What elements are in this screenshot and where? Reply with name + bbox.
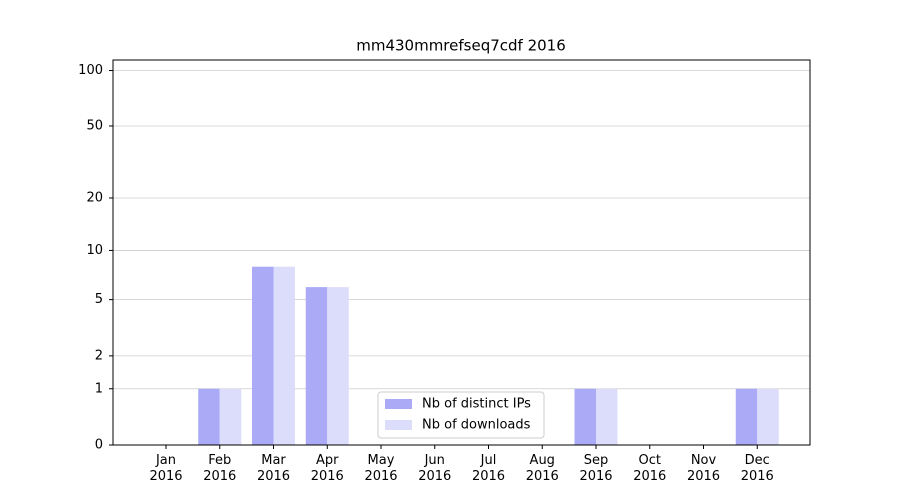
bar: [198, 388, 220, 445]
x-tick-label: Jan 2016: [149, 453, 183, 484]
x-tick-label: Sep 2016: [579, 453, 613, 484]
bar: [757, 388, 779, 445]
y-tick-label: 1: [95, 381, 103, 396]
bar: [735, 388, 758, 445]
legend-swatch: [385, 420, 412, 430]
x-tick-label: Feb 2016: [203, 453, 237, 484]
legend: Nb of distinct IPs Nb of downloads: [377, 391, 545, 439]
bar: [574, 388, 596, 445]
legend-box: [377, 391, 545, 439]
x-tick-label: Nov 2016: [686, 453, 721, 484]
bar: [273, 266, 295, 445]
y-tick-label: 100: [78, 63, 103, 78]
y-tick-label: 50: [86, 118, 103, 133]
y-tick-label: 0: [95, 438, 103, 453]
chart-title: mm430mmrefseq7cdf 2016: [356, 37, 566, 55]
plot-frame: [112, 59, 811, 446]
bar: [252, 266, 274, 445]
legend-label: Nb of distinct IPs: [422, 397, 531, 412]
bar: [305, 287, 328, 445]
legend-swatch: [385, 399, 412, 409]
bar: [219, 388, 242, 445]
y-tick-label: 20: [86, 190, 103, 205]
x-tick-label: Dec 2016: [740, 453, 774, 484]
bar: [327, 287, 349, 445]
legend-label: Nb of downloads: [422, 418, 531, 433]
y-tick-label: 10: [86, 243, 103, 258]
bar: [596, 388, 618, 445]
y-tick-label: 2: [95, 348, 103, 363]
x-tick-label: Oct 2016: [633, 453, 667, 484]
x-tick-label: Mar 2016: [256, 453, 291, 484]
x-tick-label: Jul 2016: [471, 453, 506, 484]
x-tick-label: Jun 2016: [418, 453, 452, 484]
x-tick-label: Apr 2016: [310, 453, 344, 484]
x-tick-label: May 2016: [364, 453, 398, 484]
y-tick-label: 5: [95, 292, 103, 307]
x-tick-label: Aug 2016: [525, 453, 559, 484]
